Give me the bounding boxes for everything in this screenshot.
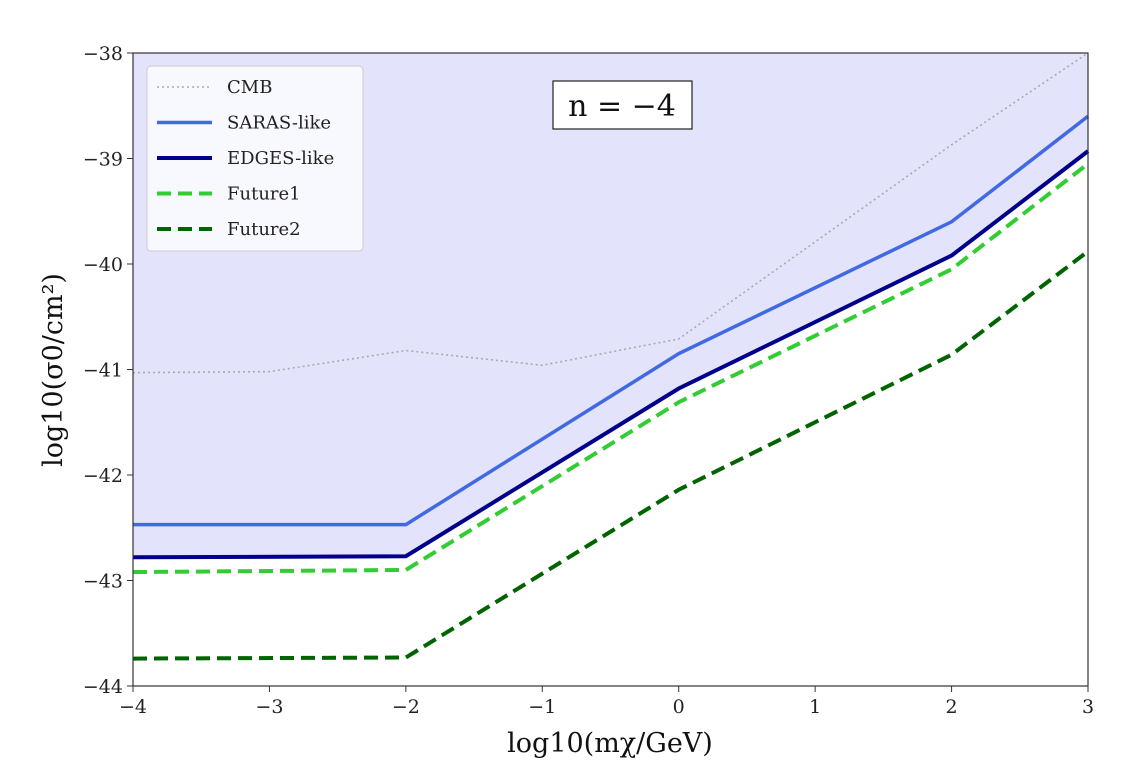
x-tick-label: −2 (392, 696, 420, 718)
x-tick-label: −1 (528, 696, 556, 718)
x-tick-label: −4 (119, 696, 147, 718)
x-tick-label: 3 (1082, 696, 1094, 718)
y-tick-label: −38 (83, 43, 123, 65)
excluded-region (133, 53, 1088, 558)
x-tick-label: 1 (809, 696, 821, 718)
legend-label: Future1 (227, 184, 301, 205)
y-tick-label: −43 (83, 571, 123, 593)
y-tick-label: −44 (83, 676, 123, 698)
x-tick-label: 2 (946, 696, 958, 718)
legend-label: Future2 (227, 219, 301, 240)
y-tick-label: −39 (83, 149, 123, 171)
x-axis-label: log10(mχ/GeV) (507, 728, 713, 759)
legend-label: SARAS-like (227, 113, 331, 134)
legend-label: EDGES-like (227, 148, 334, 169)
annotation-box: n = −4 (552, 80, 693, 130)
y-tick-label: −40 (83, 254, 123, 276)
x-tick-label: −3 (255, 696, 283, 718)
y-axis-label: log10(σ0/cm²) (38, 273, 69, 467)
y-tick-label: −41 (83, 360, 123, 382)
x-tick-label: 0 (673, 696, 685, 718)
annotation-text: n = −4 (568, 89, 676, 124)
y-tick-label: −42 (83, 465, 123, 487)
legend: CMB SARAS-like EDGES-like Future1 Future2 (146, 65, 364, 252)
legend-label: CMB (227, 77, 272, 98)
